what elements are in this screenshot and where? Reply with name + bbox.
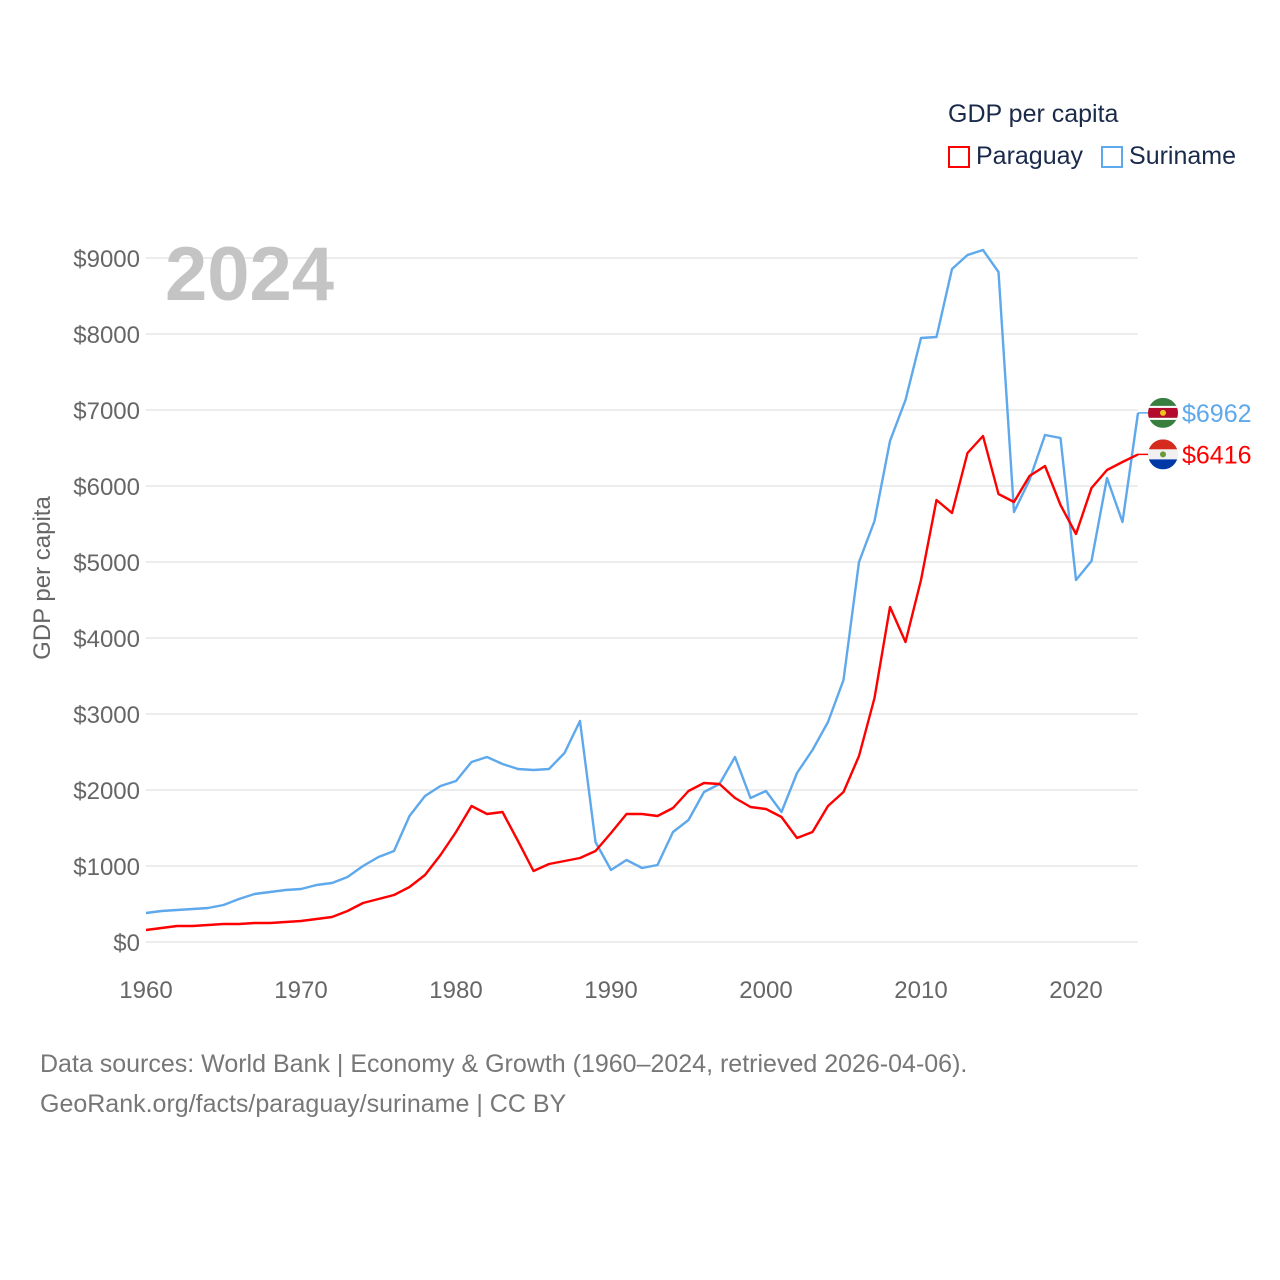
x-tick-label: 1990 xyxy=(584,977,637,1004)
series-line-suriname xyxy=(145,248,1140,915)
legend-swatch-paraguay xyxy=(948,145,970,168)
x-tick-label: 2010 xyxy=(894,977,947,1004)
x-tick-label: 2020 xyxy=(1049,977,1102,1004)
legend: Paraguay Suriname xyxy=(948,142,1236,171)
flag-paraguay-icon xyxy=(1148,439,1178,470)
legend-title: GDP per capita xyxy=(948,100,1119,128)
y-axis-label: GDP per capita xyxy=(29,496,56,660)
y-tick-label: $0 xyxy=(113,930,140,957)
end-value-label-suriname: $6962 xyxy=(1182,400,1252,428)
year-watermark: 2024 xyxy=(165,232,334,317)
legend-swatch-suriname xyxy=(1101,145,1124,168)
legend-label: Paraguay xyxy=(976,142,1084,170)
series-line-paraguay xyxy=(145,434,1139,932)
x-tick-label: 1970 xyxy=(274,977,327,1004)
legend-item-suriname[interactable]: Suriname xyxy=(1101,142,1236,171)
x-tick-label: 1980 xyxy=(429,977,482,1004)
y-tick-label: $6000 xyxy=(73,474,140,501)
legend-item-paraguay[interactable]: Paraguay xyxy=(948,142,1083,171)
y-tick-label: $7000 xyxy=(73,398,140,425)
data-sources: Data sources: World Bank | Economy & Gro… xyxy=(40,1050,968,1078)
y-tick-label: $5000 xyxy=(73,550,140,577)
y-tick-label: $8000 xyxy=(73,322,140,349)
legend-label: Suriname xyxy=(1129,142,1237,170)
flag-suriname-icon xyxy=(1148,397,1178,428)
end-value-label-paraguay: $6416 xyxy=(1182,441,1252,469)
y-tick-label: $1000 xyxy=(73,854,140,881)
x-tick-label: 1960 xyxy=(119,977,172,1004)
y-tick-label: $4000 xyxy=(73,626,140,653)
y-tick-label: $9000 xyxy=(73,246,140,273)
y-tick-label: $2000 xyxy=(73,778,140,805)
source-link[interactable]: GeoRank.org/facts/paraguay/suriname | CC… xyxy=(40,1090,567,1118)
y-tick-label: $3000 xyxy=(73,702,140,729)
footer: Data sources: World Bank | Economy & Gro… xyxy=(40,1044,967,1124)
x-tick-label: 2000 xyxy=(739,977,792,1004)
